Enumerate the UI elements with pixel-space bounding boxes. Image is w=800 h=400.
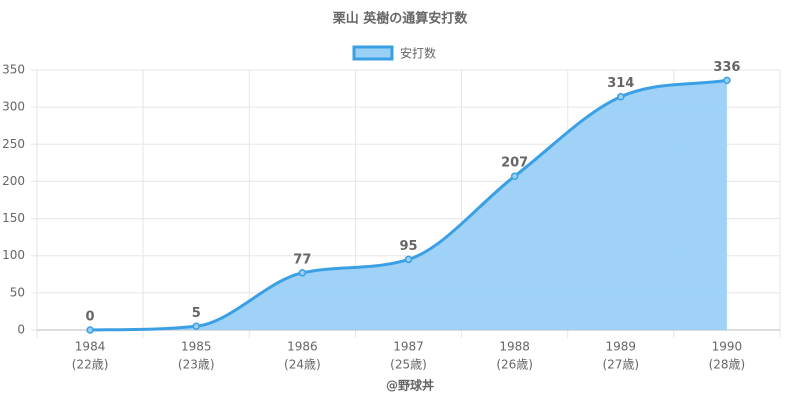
data-label: 77 — [293, 252, 311, 267]
data-label: 314 — [607, 76, 634, 91]
x-axis-title: @野球丼 — [386, 378, 434, 393]
legend-swatch — [352, 45, 394, 61]
legend-label: 安打数 — [400, 46, 436, 61]
data-label: 336 — [713, 60, 740, 75]
x-tick-label: 1988 — [499, 340, 530, 354]
y-tick-label: 0 — [17, 323, 25, 337]
x-tick-sublabel: (22歳) — [72, 358, 109, 372]
x-tick-sublabel: (23歳) — [178, 358, 215, 372]
point — [404, 255, 413, 264]
x-tick-sublabel: (26歳) — [496, 358, 533, 372]
data-label: 0 — [86, 310, 95, 325]
x-tick-label: 1985 — [181, 340, 212, 354]
data-label: 5 — [192, 306, 201, 321]
y-tick-label: 50 — [10, 285, 25, 299]
point — [617, 92, 625, 101]
x-tick-sublabel: (27歳) — [602, 358, 639, 372]
y-tick-label: 250 — [2, 137, 25, 151]
chart-title: 栗山 英樹の通算安打数 — [333, 11, 469, 27]
x-tick-label: 1989 — [606, 340, 637, 354]
y-tick-label: 300 — [2, 100, 25, 114]
x-tick-label: 1986 — [287, 340, 318, 354]
data-label: 95 — [399, 239, 417, 254]
x-tick-label: 1987 — [393, 340, 424, 354]
x-tick-sublabel: (28歳) — [709, 358, 746, 372]
x-tick-label: 1990 — [712, 340, 743, 354]
point — [723, 76, 731, 85]
x-tick-sublabel: (25歳) — [390, 358, 427, 372]
x-tick-sublabel: (24歳) — [284, 358, 321, 372]
point — [86, 326, 94, 334]
area — [90, 80, 727, 331]
data-label: 207 — [501, 156, 528, 171]
x-tick-label: 1984 — [75, 340, 106, 354]
point — [510, 172, 519, 180]
point — [192, 322, 200, 331]
y-tick-label: 200 — [2, 174, 25, 188]
y-tick-label: 350 — [2, 63, 25, 77]
y-tick-label: 100 — [2, 248, 25, 262]
point — [298, 269, 307, 277]
y-tick-label: 150 — [2, 211, 25, 225]
